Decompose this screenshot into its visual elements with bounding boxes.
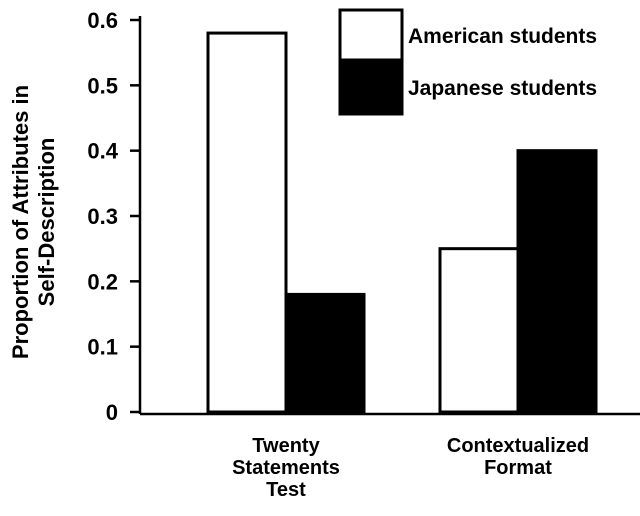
legend-label-japanese: Japanese students xyxy=(408,77,597,100)
y-axis-label: Proportion of Attributes in xyxy=(8,85,33,359)
y-axis-label: Self-Description xyxy=(34,138,59,307)
legend-label-american: American students xyxy=(408,25,597,48)
y-tick-label: 0 xyxy=(106,400,118,425)
x-tick-label: Statements xyxy=(232,457,340,479)
legend-swatch-american xyxy=(338,8,404,62)
x-tick-label: Format xyxy=(484,457,552,479)
x-tick-label: Contextualized xyxy=(447,435,589,457)
y-tick-label: 0.6 xyxy=(87,8,118,33)
y-tick-label: 0.4 xyxy=(87,139,118,164)
y-tick-label: 0.3 xyxy=(87,204,118,229)
bar-japanese-0 xyxy=(284,292,366,414)
bar-american-0 xyxy=(206,31,288,414)
y-tick-label: 0.5 xyxy=(87,73,118,98)
x-tick-label: Test xyxy=(266,479,306,501)
legend-swatch-japanese xyxy=(338,58,404,116)
y-tick-label: 0.1 xyxy=(87,335,118,360)
y-tick-label: 0.2 xyxy=(87,269,118,294)
x-tick-label: Twenty xyxy=(252,435,320,457)
bar-american-1 xyxy=(438,247,520,414)
bar-japanese-1 xyxy=(516,149,598,414)
